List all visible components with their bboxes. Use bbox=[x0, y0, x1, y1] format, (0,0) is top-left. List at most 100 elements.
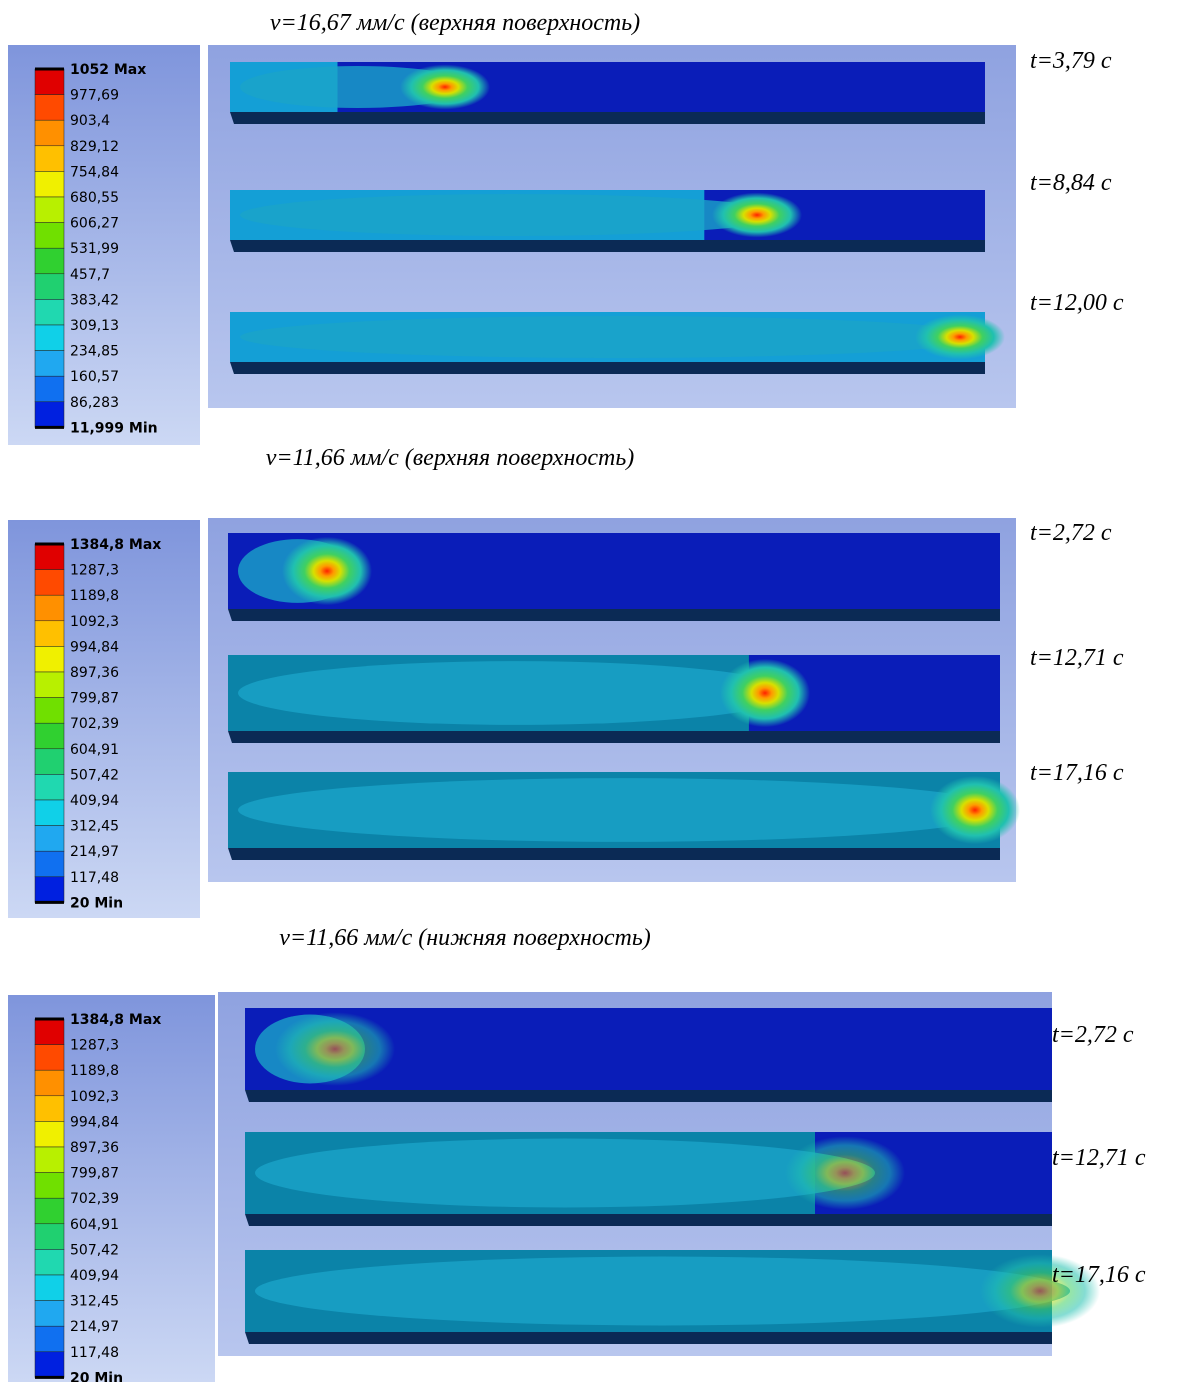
legend-swatch bbox=[35, 325, 64, 351]
legend-swatch bbox=[35, 146, 64, 172]
legend-swatch bbox=[35, 1249, 64, 1275]
legend-swatch bbox=[35, 544, 64, 570]
legend-label: 383,42 bbox=[70, 292, 119, 308]
legend-label: 903,4 bbox=[70, 113, 110, 129]
legend-swatch bbox=[35, 1275, 64, 1301]
legend-label: 1189,8 bbox=[70, 1063, 119, 1079]
strip-base bbox=[230, 112, 985, 124]
legend-swatch bbox=[35, 351, 64, 377]
legend-label: 702,39 bbox=[70, 1191, 119, 1207]
legend-label: 160,57 bbox=[70, 369, 119, 385]
legend-label: 312,45 bbox=[70, 1294, 119, 1310]
legend-swatch bbox=[35, 69, 64, 95]
legend-label: 754,84 bbox=[70, 164, 119, 180]
legend-swatch bbox=[35, 1301, 64, 1327]
legend-label: 117,48 bbox=[70, 870, 119, 886]
legend-label: 1052 Max bbox=[70, 62, 146, 78]
hot-spot bbox=[785, 1136, 905, 1210]
legend-label: 409,94 bbox=[70, 793, 119, 809]
legend-swatch bbox=[35, 1173, 64, 1199]
legend-swatch bbox=[35, 826, 64, 852]
legend-swatch bbox=[35, 749, 64, 775]
legend-label: 604,91 bbox=[70, 1217, 119, 1233]
legend-label: 86,283 bbox=[70, 395, 119, 411]
legend-swatch bbox=[35, 95, 64, 121]
legend-label: 1287,3 bbox=[70, 1038, 119, 1054]
legend-swatch bbox=[35, 1070, 64, 1096]
legend-label: 1384,8 Max bbox=[70, 1012, 161, 1028]
legend-label: 507,42 bbox=[70, 767, 119, 783]
hot-spot bbox=[275, 1012, 395, 1086]
strip-base bbox=[230, 240, 985, 252]
legend-label: 457,7 bbox=[70, 267, 110, 283]
legend-swatch bbox=[35, 223, 64, 249]
legend-swatch bbox=[35, 1224, 64, 1250]
time-label: t=2,72 с bbox=[1052, 1022, 1134, 1048]
legend-label: 799,87 bbox=[70, 1166, 119, 1182]
legend-swatch bbox=[35, 851, 64, 877]
legend-label: 214,97 bbox=[70, 1319, 119, 1335]
legend-swatch bbox=[35, 1019, 64, 1045]
time-label: t=2,72 с bbox=[1030, 520, 1112, 546]
legend-label: 604,91 bbox=[70, 742, 119, 758]
legend-label: 994,84 bbox=[70, 1114, 119, 1130]
strip-base bbox=[228, 609, 1000, 621]
time-label: t=12,71 с bbox=[1052, 1145, 1146, 1171]
legend-label: 829,12 bbox=[70, 139, 119, 155]
legend-label: 680,55 bbox=[70, 190, 119, 206]
legend-label: 312,45 bbox=[70, 819, 119, 835]
legend-label: 994,84 bbox=[70, 639, 119, 655]
legend-swatch bbox=[35, 723, 64, 749]
figure: v=16,67 мм/с (верхняя поверхность)1052 M… bbox=[0, 0, 1180, 1382]
legend-label: 897,36 bbox=[70, 665, 119, 681]
plume bbox=[240, 316, 990, 358]
legend-swatch bbox=[35, 197, 64, 223]
hot-spot bbox=[720, 659, 810, 727]
hot-spot bbox=[915, 315, 1005, 360]
panel-heading: v=11,66 мм/с (верхняя поверхность) bbox=[266, 445, 635, 471]
legend-swatch bbox=[35, 402, 64, 428]
strip-base bbox=[245, 1214, 1052, 1226]
legend-swatch bbox=[35, 171, 64, 197]
strip-base bbox=[245, 1090, 1052, 1102]
time-label: t=17,16 с bbox=[1030, 760, 1124, 786]
hot-spot bbox=[400, 65, 490, 110]
legend-label: 799,87 bbox=[70, 691, 119, 707]
strip-base bbox=[245, 1332, 1052, 1344]
legend-swatch bbox=[35, 621, 64, 647]
time-label: t=12,00 с bbox=[1030, 290, 1124, 316]
panel-heading: v=11,66 мм/с (нижняя поверхность) bbox=[279, 925, 651, 951]
legend-label: 117,48 bbox=[70, 1345, 119, 1361]
legend-swatch bbox=[35, 570, 64, 596]
legend-label: 20 Min bbox=[70, 895, 123, 911]
plume bbox=[238, 778, 1005, 842]
legend-label: 1092,3 bbox=[70, 614, 119, 630]
time-label: t=8,84 с bbox=[1030, 170, 1112, 196]
legend-label: 702,39 bbox=[70, 716, 119, 732]
legend-swatch bbox=[35, 248, 64, 274]
legend-swatch bbox=[35, 595, 64, 621]
page: v=16,67 мм/с (верхняя поверхность)1052 M… bbox=[0, 0, 1180, 1382]
legend-label: 897,36 bbox=[70, 1140, 119, 1156]
legend-swatch bbox=[35, 1045, 64, 1071]
time-label: t=3,79 с bbox=[1030, 48, 1112, 74]
legend-swatch bbox=[35, 1096, 64, 1122]
legend-label: 309,13 bbox=[70, 318, 119, 334]
legend-label: 1287,3 bbox=[70, 563, 119, 579]
legend-label: 1189,8 bbox=[70, 588, 119, 604]
hot-spot bbox=[282, 537, 372, 605]
legend-swatch bbox=[35, 877, 64, 903]
legend-swatch bbox=[35, 1352, 64, 1378]
plume bbox=[255, 1139, 875, 1208]
legend-label: 606,27 bbox=[70, 216, 119, 232]
legend-swatch bbox=[35, 120, 64, 146]
plume bbox=[255, 1257, 1070, 1326]
legend-label: 11,999 Min bbox=[70, 420, 158, 436]
hot-spot bbox=[712, 193, 802, 238]
legend-swatch bbox=[35, 299, 64, 325]
plume bbox=[240, 194, 787, 236]
hot-spot bbox=[930, 776, 1020, 844]
legend-swatch bbox=[35, 1198, 64, 1224]
legend-label: 1092,3 bbox=[70, 1089, 119, 1105]
legend-swatch bbox=[35, 1147, 64, 1173]
